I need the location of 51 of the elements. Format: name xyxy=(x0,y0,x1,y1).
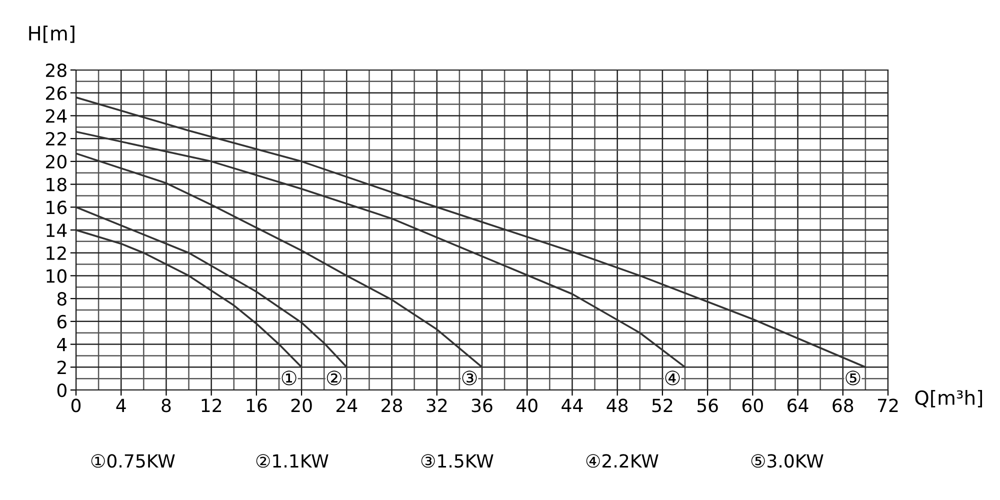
x-tick-label: 32 xyxy=(426,398,447,412)
x-tick-label: 16 xyxy=(246,398,267,412)
y-tick-label: 4 xyxy=(57,338,67,352)
annotation: ④ xyxy=(665,370,680,386)
line-series xyxy=(76,152,483,368)
y-tick-label: 24 xyxy=(46,109,67,123)
x-tick-label: 64 xyxy=(788,398,808,412)
x-tick-label: 56 xyxy=(697,398,718,412)
y-tick-label: 16 xyxy=(46,200,67,214)
x-tick-label: 60 xyxy=(742,398,763,412)
x-tick-label: 72 xyxy=(878,398,898,412)
y-tick-label: 12 xyxy=(46,246,66,260)
y-tick-label: 20 xyxy=(46,154,66,169)
y-tick-label: 14 xyxy=(46,224,67,237)
text: ③1.5KW xyxy=(421,454,494,468)
x-tick-label: 28 xyxy=(382,398,402,412)
y-tick-label: 18 xyxy=(46,178,66,192)
x-tick-label: 48 xyxy=(606,398,628,412)
y-tick-label: 28 xyxy=(46,63,66,78)
text: ②1.1KW xyxy=(256,454,328,468)
y-tick-label: 8 xyxy=(57,292,66,306)
annotation: ② xyxy=(326,370,342,386)
x-tick-label: 8 xyxy=(162,398,171,412)
x-tick-label: 20 xyxy=(291,398,312,412)
line-series xyxy=(76,206,348,368)
text: ⑤3.0KW xyxy=(751,454,824,468)
line-series xyxy=(76,96,866,368)
x-axis-title: Q[m³h] xyxy=(915,390,982,408)
text: ①0.75KW xyxy=(91,454,175,468)
x-tick-label: 52 xyxy=(652,398,672,412)
line-series xyxy=(76,130,686,368)
x-tick-label: 40 xyxy=(516,398,538,412)
y-axis-title: H[m] xyxy=(29,26,74,43)
line-series xyxy=(76,229,302,368)
x-tick-label: 24 xyxy=(336,398,358,412)
y-tick-label: 6 xyxy=(57,314,67,329)
y-tick-label: 0 xyxy=(57,383,66,398)
x-tick-label: 12 xyxy=(202,398,222,412)
annotation: ③ xyxy=(462,370,477,386)
annotation: ⑤ xyxy=(846,370,860,386)
x-tick-label: 0 xyxy=(71,398,81,412)
x-tick-label: 36 xyxy=(472,398,492,412)
text: ④2.2KW xyxy=(586,454,658,468)
annotation: ① xyxy=(282,370,296,386)
y-tick-label: 2 xyxy=(58,360,66,374)
x-tick-label: 4 xyxy=(116,398,126,412)
y-tick-label: 10 xyxy=(46,269,66,283)
y-tick-label: 26 xyxy=(46,86,67,100)
y-tick-label: 22 xyxy=(46,132,66,146)
x-tick-label: 44 xyxy=(562,398,583,412)
x-tick-label: 68 xyxy=(832,398,854,412)
